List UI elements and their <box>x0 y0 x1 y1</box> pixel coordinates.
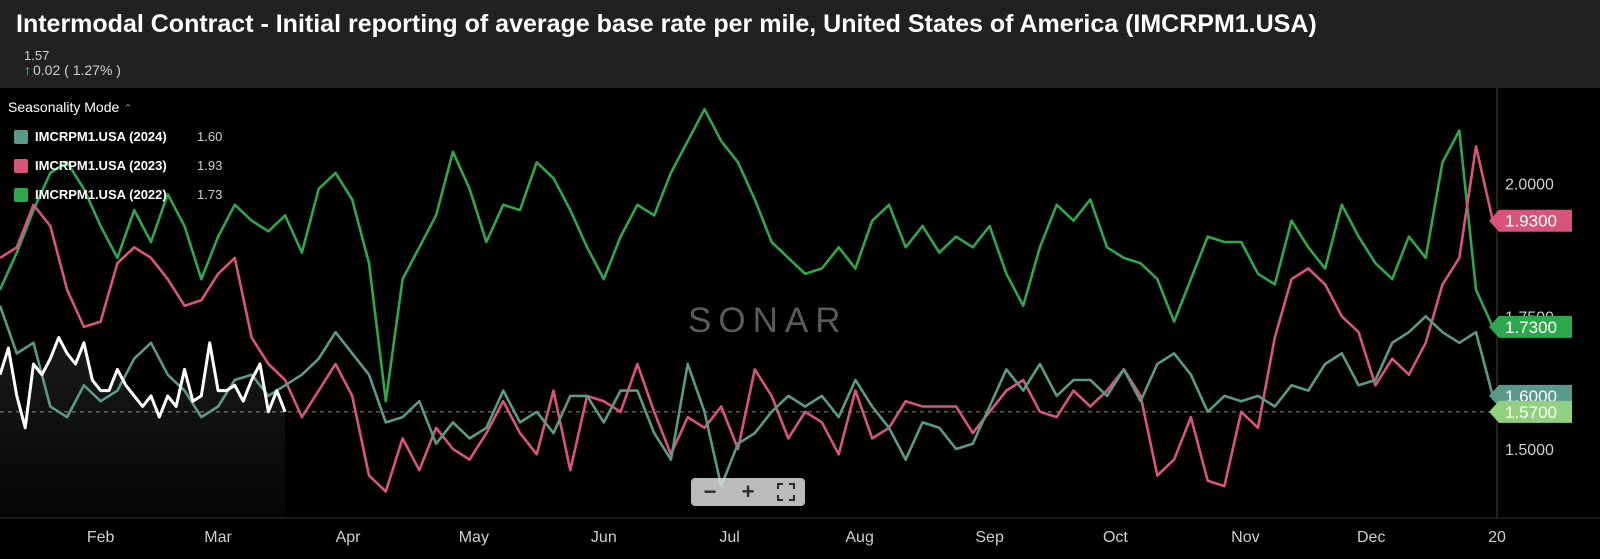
price-tag: 1.9300 <box>1489 209 1572 232</box>
legend-item-2022[interactable]: IMCRPM1.USA (2022) 1.73 <box>8 180 222 209</box>
seasonality-mode-toggle[interactable]: Seasonality Mode ⌃ <box>8 99 222 115</box>
legend-item-2024[interactable]: IMCRPM1.USA (2024) 1.60 <box>8 122 222 151</box>
series-line-2022[interactable] <box>0 107 1494 403</box>
price-tag-bg <box>1489 400 1572 423</box>
price-tag-bg <box>1489 315 1572 338</box>
zoom-in-button[interactable]: + <box>741 479 755 504</box>
legend-swatch-2022 <box>14 187 28 202</box>
fullscreen-icon <box>777 483 795 501</box>
price-tag-text: 1.9300 <box>1505 212 1557 231</box>
change-row: ↑ 0.02 ( 1.27% ) <box>24 62 121 78</box>
price-tag: 1.7300 <box>1489 315 1572 338</box>
x-tick-label: Feb <box>87 529 115 546</box>
legend-value: 1.73 <box>197 187 223 202</box>
zoom-controls: − + <box>691 478 805 506</box>
x-tick-label: Jul <box>719 529 739 546</box>
x-tick-label: Sep <box>975 529 1004 546</box>
x-tick-label: Dec <box>1357 529 1385 546</box>
x-tick-label: Oct <box>1103 529 1128 546</box>
legend-item-2023[interactable]: IMCRPM1.USA (2023) 1.93 <box>8 151 222 180</box>
series-line-current[interactable] <box>0 336 287 430</box>
chart-title: Intermodal Contract - Initial reporting … <box>16 10 1317 38</box>
last-value: 1.57 <box>24 48 50 63</box>
legend-name: IMCRPM1.USA (2023) <box>35 158 167 173</box>
legend-title-text: Seasonality Mode <box>8 99 120 115</box>
legend-value: 1.93 <box>197 158 223 173</box>
x-tick-label: Aug <box>845 529 873 546</box>
x-tick-label: Apr <box>336 529 362 546</box>
legend-swatch-2023 <box>14 158 28 173</box>
arrow-up-icon: ↑ <box>24 62 31 78</box>
sonar-watermark: SONAR <box>688 301 848 340</box>
x-tick-label: May <box>459 529 489 546</box>
zoom-out-button[interactable]: − <box>703 479 717 504</box>
x-tick-label: Nov <box>1231 529 1259 546</box>
y-tick-label: 2.0000 <box>1505 177 1554 194</box>
x-tick-label: Mar <box>204 529 232 546</box>
price-tag-text: 1.7300 <box>1505 318 1557 337</box>
x-tick-label: Jun <box>591 529 617 546</box>
series-line-2024[interactable] <box>0 305 1495 488</box>
y-tick-label: 1.5000 <box>1505 442 1554 459</box>
price-tag-bg <box>1489 209 1572 232</box>
series-line-2023[interactable] <box>0 145 1495 493</box>
price-tag: 1.5700 <box>1489 400 1572 423</box>
legend: Seasonality Mode ⌃ IMCRPM1.USA (2024) 1.6… <box>8 99 222 209</box>
change-value: 0.02 ( 1.27% ) <box>33 62 121 78</box>
chart-plot[interactable]: 1.50001.75002.0000FebMarAprMayJunJulAugS… <box>0 88 1600 559</box>
fullscreen-button[interactable] <box>771 479 801 505</box>
legend-name: IMCRPM1.USA (2024) <box>35 129 167 144</box>
legend-swatch-2024 <box>14 129 28 144</box>
chevron-up-icon: ⌃ <box>123 103 133 115</box>
chart-header: Intermodal Contract - Initial reporting … <box>0 0 1600 88</box>
x-tick-label: 20 <box>1488 529 1506 546</box>
legend-name: IMCRPM1.USA (2022) <box>35 187 167 202</box>
legend-value: 1.60 <box>197 129 223 144</box>
price-tag-text: 1.5700 <box>1505 403 1557 422</box>
current-series-area <box>0 337 286 518</box>
